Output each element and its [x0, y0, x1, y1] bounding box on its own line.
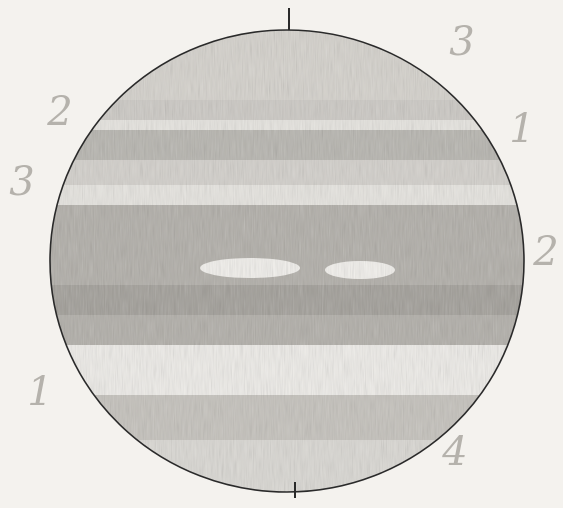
planet-limb — [49, 29, 525, 493]
band-number: 1 — [509, 106, 534, 152]
band-number: 1 — [27, 369, 52, 415]
band-number: 3 — [9, 159, 34, 205]
band-number: 2 — [532, 229, 558, 275]
band-number: 2 — [46, 89, 72, 135]
band-number: 4 — [441, 429, 467, 475]
band-number: 3 — [449, 19, 474, 65]
planet-bands — [50, 30, 524, 492]
